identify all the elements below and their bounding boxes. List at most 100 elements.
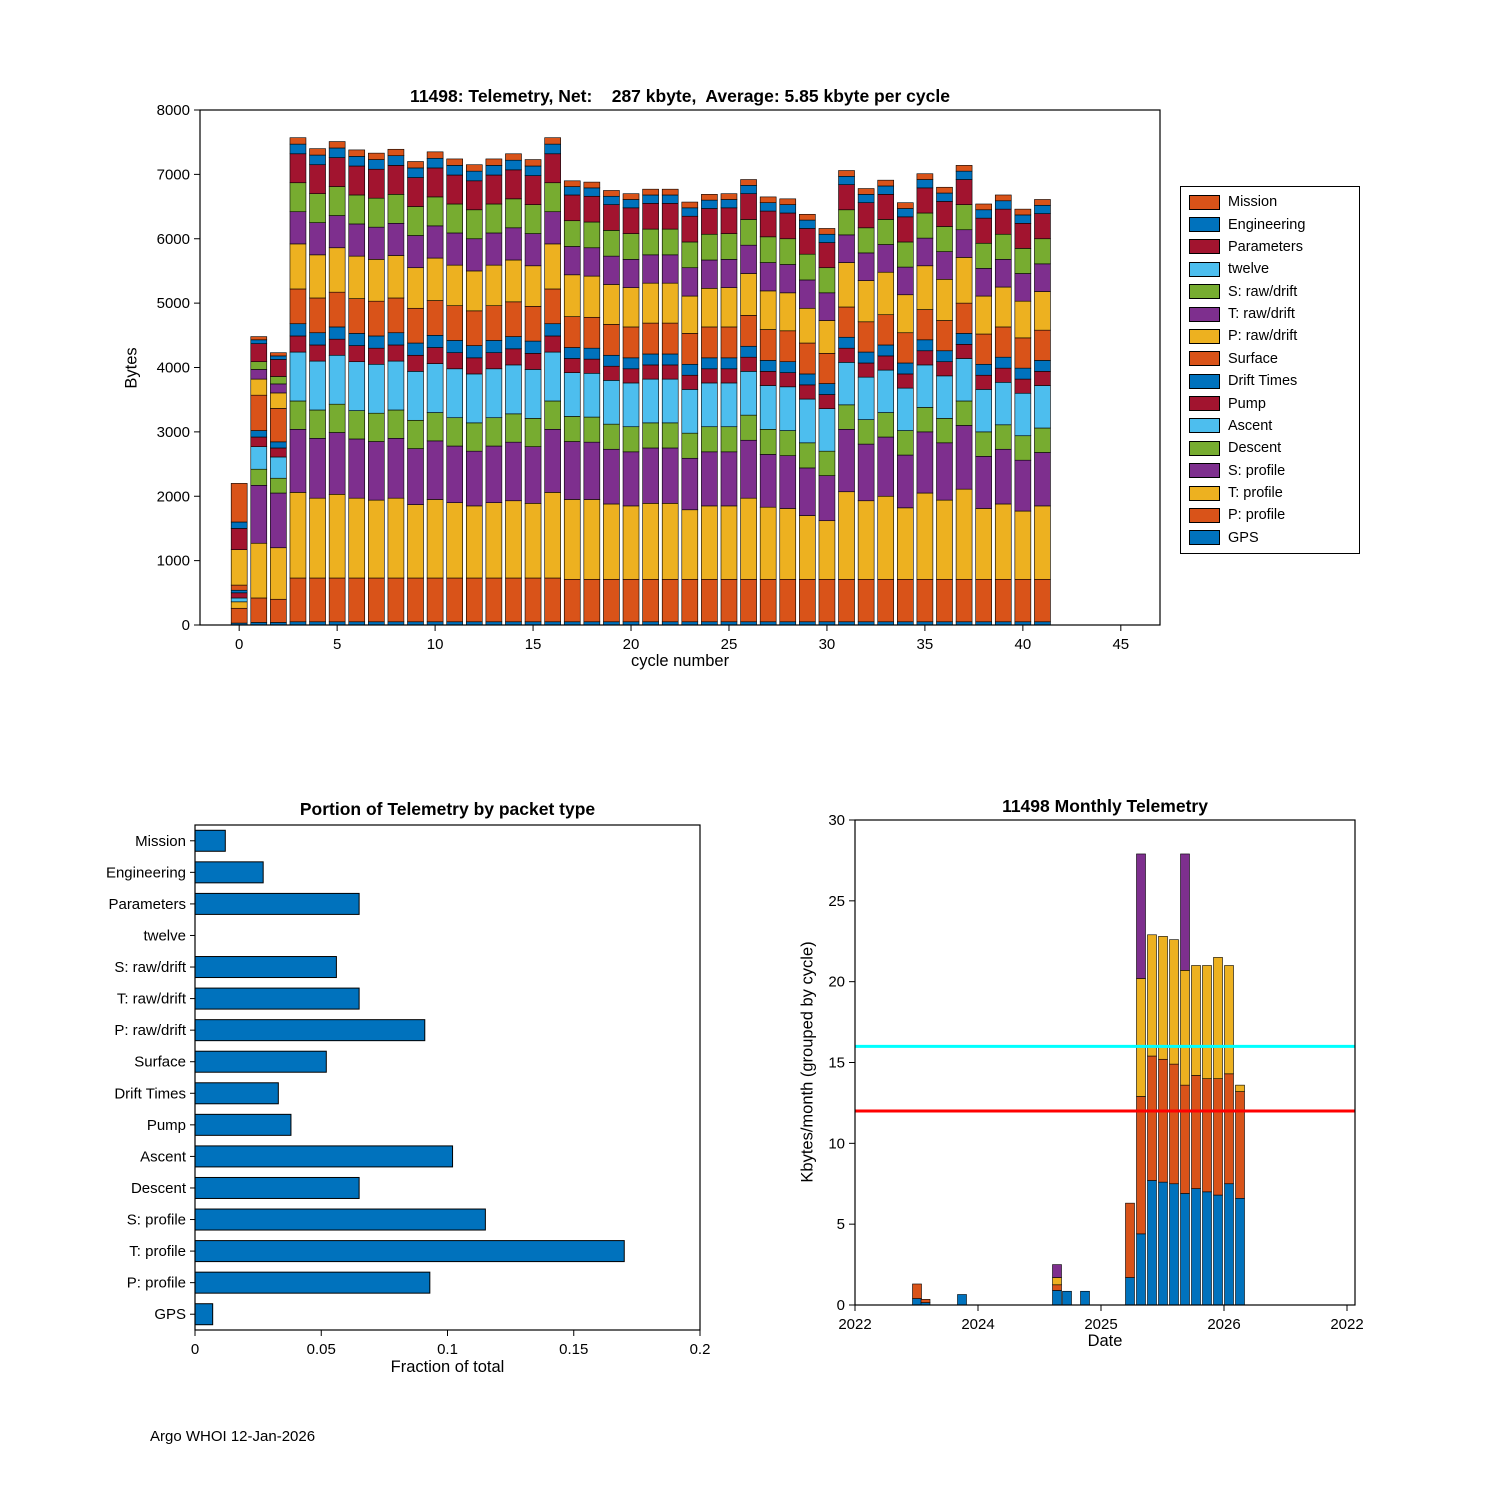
bar-segment — [720, 451, 738, 507]
bar-segment — [838, 336, 855, 349]
legend-entry: Descent — [1181, 440, 1359, 457]
bar-segment — [524, 418, 542, 447]
x-tick-label: 2026 — [1207, 1316, 1240, 1333]
bar-segment — [661, 503, 679, 580]
bar-segment — [622, 357, 640, 370]
bar-segment — [857, 202, 875, 229]
monthly-bar-segment — [1062, 1290, 1072, 1306]
legend-label: GPS — [1228, 529, 1259, 546]
bar-segment — [897, 216, 914, 243]
x-tick-label: 2022 — [1330, 1316, 1363, 1333]
bar-segment — [465, 310, 483, 346]
bar-segment — [505, 364, 522, 415]
bar-segment — [740, 315, 757, 347]
fraction-bar — [194, 987, 360, 1010]
bar-segment — [661, 364, 679, 380]
bar-segment — [622, 451, 640, 507]
fraction-bar — [194, 1303, 214, 1326]
bar-segment — [485, 352, 503, 370]
fraction-bar — [194, 861, 264, 884]
bar-segment — [563, 274, 581, 317]
bar-segment — [1014, 578, 1032, 623]
bar-segment — [955, 358, 973, 402]
bar-segment — [1034, 329, 1051, 361]
monthly-bar-segment — [920, 1299, 931, 1303]
bar-segment — [465, 422, 483, 452]
bar-segment — [759, 454, 777, 508]
bar-segment — [387, 360, 405, 411]
monthly-bar-segment — [1180, 1084, 1190, 1194]
bar-segment — [681, 432, 699, 459]
bar-segment — [583, 416, 601, 443]
bar-segment — [779, 264, 797, 294]
bar-segment — [857, 194, 875, 204]
bar-segment — [936, 186, 953, 194]
bar-segment — [309, 148, 326, 156]
bar-segment — [563, 499, 581, 580]
chart3-xlabel: Date — [1087, 1332, 1123, 1350]
x-tick-label: 15 — [525, 636, 542, 653]
bar-segment — [759, 360, 777, 372]
chart1-title: 11498: Telemetry, Net: 287 kbyte, Averag… — [410, 86, 950, 106]
monthly-bar-segment — [1191, 965, 1201, 1076]
legend-label: Descent — [1228, 440, 1282, 457]
bar-segment — [622, 259, 640, 288]
category-label: T: raw/drift — [117, 991, 187, 1008]
bar-segment — [426, 225, 444, 259]
bar-segment — [936, 499, 953, 580]
category-label: Parameters — [108, 896, 186, 913]
bar-segment — [485, 264, 503, 306]
bar-segment — [583, 316, 601, 349]
bar-segment — [622, 199, 640, 209]
bar-segment — [603, 284, 620, 325]
legend-label: Ascent — [1228, 417, 1273, 434]
bar-segment — [936, 192, 953, 202]
monthly-bar-segment — [1136, 978, 1146, 1097]
monthly-bar-segment — [1158, 1058, 1168, 1183]
bar-segment — [465, 577, 483, 623]
bar-segment — [368, 159, 385, 170]
monthly-bar-segment — [1224, 965, 1234, 1075]
bar-segment — [740, 345, 757, 358]
bar-segment — [505, 577, 522, 623]
bar-segment — [1034, 578, 1051, 623]
monthly-bar-segment — [957, 1294, 967, 1306]
bar-segment — [818, 233, 836, 243]
bar-segment — [250, 343, 268, 363]
legend-entry: T: raw/drift — [1181, 306, 1359, 323]
bar-segment — [603, 578, 620, 623]
bar-segment — [799, 467, 816, 516]
bar-segment — [328, 403, 346, 433]
bar-segment — [446, 577, 463, 623]
bar-segment — [1034, 199, 1051, 206]
bar-segment — [759, 506, 777, 580]
bar-segment — [505, 348, 522, 366]
bar-segment — [916, 364, 934, 408]
bar-segment — [544, 143, 561, 155]
bar-segment — [916, 309, 934, 341]
bar-segment — [994, 233, 1012, 260]
monthly-bar-segment — [1235, 1198, 1245, 1306]
bar-segment — [759, 202, 777, 212]
bar-segment — [779, 330, 797, 363]
monthly-bar-segment — [1052, 1277, 1062, 1286]
bar-segment — [368, 259, 385, 302]
bar-segment — [955, 333, 973, 345]
monthly-bar-segment — [1147, 1180, 1157, 1306]
bar-segment — [1034, 204, 1051, 214]
bar-segment — [838, 578, 855, 623]
monthly-bar-segment — [1202, 965, 1212, 1079]
axes-box — [854, 819, 1356, 1306]
bar-segment — [583, 187, 601, 197]
bar-segment — [309, 332, 326, 346]
bar-segment — [544, 288, 561, 325]
bar-segment — [975, 209, 992, 219]
bar-segment — [1014, 248, 1032, 274]
bar-segment — [250, 485, 268, 544]
bar-segment — [701, 368, 718, 384]
bar-segment — [916, 578, 934, 623]
bar-segment — [897, 208, 914, 218]
bar-segment — [936, 350, 953, 363]
legend-swatch — [1189, 418, 1220, 434]
bar-segment — [818, 292, 836, 321]
